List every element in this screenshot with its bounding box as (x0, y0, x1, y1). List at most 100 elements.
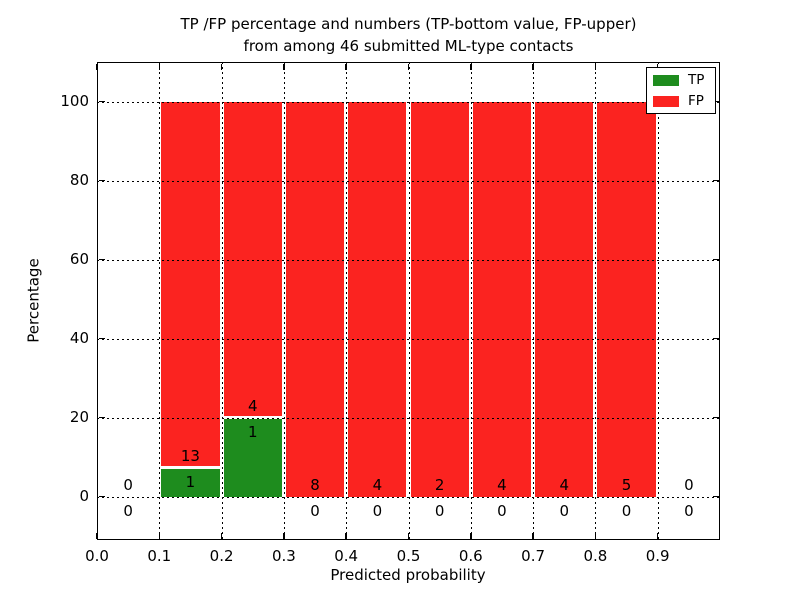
y-tick-left (98, 495, 105, 498)
y-tick-label: 60 (69, 250, 89, 269)
x-tick-label: 0.3 (271, 547, 296, 565)
x-gridline (595, 62, 597, 540)
x-gridline (533, 62, 535, 540)
bar-fp-segment (410, 101, 469, 497)
bar-fp-segment (348, 101, 407, 497)
tp-count-label: 0 (310, 501, 320, 520)
x-gridline (408, 62, 410, 540)
fp-count-label: 5 (621, 475, 632, 494)
x-tick-label: 0.6 (458, 547, 483, 565)
legend: TP FP (646, 67, 716, 114)
x-gridline (221, 62, 223, 540)
y-tick-label: 20 (69, 408, 89, 427)
x-tick-bottom (96, 532, 98, 539)
x-tick-top (96, 63, 98, 70)
y-tick-left (98, 258, 105, 261)
y-tick-right (712, 258, 719, 261)
y-tick-left (98, 179, 105, 182)
x-tick-top (532, 63, 534, 70)
x-tick-label: 0.7 (521, 547, 546, 565)
legend-label: TP (688, 71, 705, 88)
tp-swatch (653, 74, 679, 86)
tp-count-label: 1 (247, 422, 258, 441)
bar-tp-segment (223, 418, 282, 497)
y-tick-label: 40 (69, 329, 89, 348)
y-tick-label: 100 (60, 92, 89, 110)
fp-count-label: 4 (247, 396, 258, 415)
y-tick-right (712, 495, 719, 498)
fp-count-label: 13 (180, 447, 200, 466)
plot-border (97, 62, 720, 540)
x-tick-bottom (532, 532, 534, 539)
tp-count-label: 0 (434, 501, 445, 520)
fp-count-label: 4 (372, 475, 383, 494)
x-tick-bottom (594, 532, 597, 539)
fp-count-label: 4 (497, 475, 507, 494)
bar-fp-segment (161, 101, 220, 467)
y-tick-left (98, 416, 105, 419)
x-tick-top (656, 63, 659, 70)
x-tick-label: 0.2 (209, 547, 234, 565)
tp-count-label: 0 (372, 501, 383, 520)
tp-count-label: 0 (559, 501, 570, 520)
x-tick-top (407, 63, 410, 70)
legend-item: TP (653, 71, 715, 90)
y-tick-left (98, 100, 105, 103)
bar-fp-segment (472, 101, 532, 497)
chart-title-line1: TP /FP percentage and numbers (TP-bottom… (180, 15, 637, 33)
x-tick-top (594, 63, 597, 70)
x-tick-label: 0.8 (583, 547, 608, 565)
x-gridline (657, 62, 659, 540)
bar-tp-segment (161, 469, 220, 497)
x-tick-top (158, 63, 161, 70)
x-gridline (159, 62, 161, 540)
tp-count-label: 0 (123, 501, 133, 520)
chart-title: TP /FP percentage and numbers (TP-bottom… (0, 13, 800, 57)
y-tick-right (712, 416, 719, 419)
fp-swatch (653, 96, 679, 107)
y-axis-label: Percentage (24, 258, 43, 343)
y-tick-label: 0 (79, 487, 89, 506)
x-tick-top (283, 63, 285, 70)
tp-count-label: 0 (684, 501, 694, 520)
x-tick-bottom (220, 532, 223, 539)
x-tick-top (470, 63, 472, 70)
y-tick-label: 80 (69, 171, 89, 189)
y-tick-right (712, 337, 719, 340)
x-tick-label: 0.9 (645, 547, 670, 565)
x-tick-label: 0.4 (334, 547, 359, 565)
fp-count-label: 8 (310, 475, 320, 494)
bar-fp-segment (597, 101, 656, 497)
x-axis-label: Predicted probability (330, 566, 486, 584)
tp-count-label: 0 (497, 501, 507, 520)
x-tick-top (220, 63, 223, 70)
fp-count-label: 0 (123, 475, 133, 494)
y-tick-right (712, 179, 719, 182)
chart-title-line2: from among 46 submitted ML-type contacts (243, 37, 574, 55)
legend-item: FP (653, 92, 715, 111)
tp-count-label: 0 (621, 501, 632, 520)
fp-count-label: 0 (684, 475, 694, 494)
x-tick-bottom (158, 532, 161, 539)
x-gridline (283, 62, 285, 540)
fp-count-label: 4 (559, 475, 570, 494)
y-tick-left (98, 337, 105, 340)
fp-count-label: 2 (434, 475, 445, 494)
x-tick-bottom (656, 532, 659, 539)
x-gridline (346, 62, 348, 540)
x-tick-label: 0.0 (85, 547, 109, 565)
legend-label: FP (688, 93, 704, 109)
bar-fp-segment (223, 101, 282, 416)
bar-fp-segment (535, 101, 594, 497)
x-tick-bottom (345, 532, 347, 539)
x-tick-bottom (470, 532, 472, 539)
x-tick-label: 0.5 (396, 547, 421, 565)
x-tick-bottom (283, 532, 285, 539)
tp-count-label: 1 (185, 473, 196, 492)
x-tick-label: 0.1 (147, 547, 172, 565)
x-tick-bottom (407, 532, 410, 539)
x-tick-top (345, 63, 347, 70)
bar-fp-segment (285, 101, 345, 497)
x-gridline (470, 62, 472, 540)
